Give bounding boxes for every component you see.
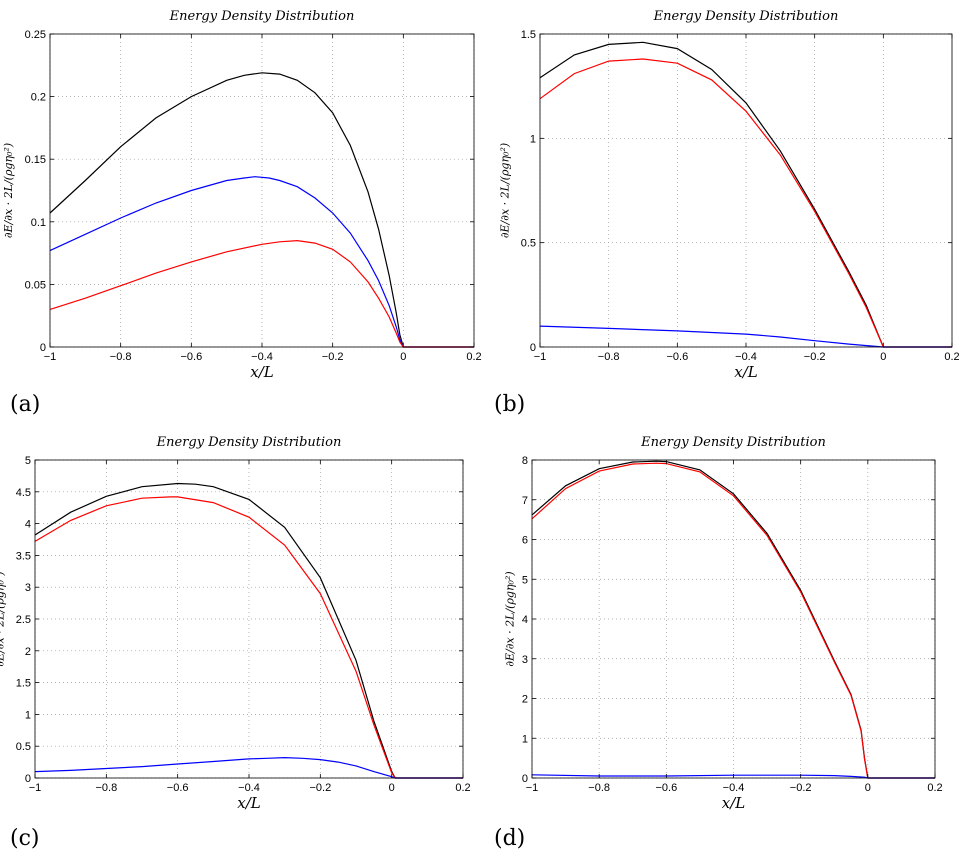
y-tick-label: 8 [522, 455, 528, 467]
x-tick-label: 0.2 [466, 351, 481, 363]
x-axis-label: x/L [722, 794, 746, 812]
panel-label-d: (d) [494, 826, 526, 851]
x-tick-label: −0.6 [167, 782, 189, 794]
y-tick-label: 0 [25, 773, 31, 785]
y-tick-label: 2.5 [16, 614, 31, 626]
x-tick-label: 0 [880, 351, 886, 363]
x-tick-label: −1 [526, 782, 539, 794]
x-tick-label: 0.2 [927, 782, 942, 794]
y-tick-label: 3 [25, 582, 31, 594]
chart-panel-c: −1 −0.8 −0.6 −0.4 −0.2 0 0.2 0 0.5 1 1.5 2 2.5 3 3.5 4 4… [0, 430, 480, 820]
x-axis-label: x/L [734, 363, 758, 381]
chart-title: Energy Density Distribution [640, 435, 826, 450]
y-tick-label: 4.5 [16, 487, 31, 499]
x-tick-label: −0.4 [723, 782, 745, 794]
x-tick-label: −0.6 [666, 351, 688, 363]
series-line-red [539, 58, 952, 348]
x-tick-label: −1 [534, 351, 547, 363]
y-tick-label: 2 [522, 694, 528, 706]
panel-label-b: (b) [494, 392, 526, 417]
x-tick-label: −1 [29, 782, 42, 794]
series-line-red [531, 462, 935, 779]
chart-panel-d: −1 −0.8 −0.6 −0.4 −0.2 0 0.2 0 1 2 3 4 5 6 7 8 Energy De… [482, 430, 959, 820]
y-tick-label: 1 [530, 133, 536, 145]
x-tick-label: −0.4 [238, 782, 260, 794]
x-tick-label: −0.4 [735, 351, 757, 363]
y-tick-label: 0 [40, 342, 46, 354]
y-tick-label: 0.5 [16, 741, 31, 753]
y-tick-label: 5 [25, 455, 31, 467]
chart-svg-b: −1 −0.8 −0.6 −0.4 −0.2 0 0.2 0 0.5 1 1.5 Energy Den… [499, 9, 959, 381]
x-tick-label: −0.2 [309, 782, 331, 794]
x-tick-label: 0 [865, 782, 871, 794]
y-tick-label: 5 [522, 574, 528, 586]
y-tick-label: 3.5 [16, 550, 31, 562]
chart-title: Energy Density Distribution [169, 9, 355, 24]
y-axis-label: ∂E/∂x · 2L/(ρgη₀²) [0, 571, 7, 666]
y-tick-label: 1 [25, 709, 31, 721]
x-axis-label: x/L [250, 363, 274, 381]
series-line-blue [49, 176, 474, 348]
x-tick-label: −0.8 [110, 351, 132, 363]
y-axis-label: ∂E/∂x · 2L/(ρgη₀²) [504, 571, 517, 666]
series-line-black [49, 72, 474, 348]
panel-label-c: (c) [10, 826, 40, 851]
y-tick-label: 1.5 [16, 678, 31, 690]
x-tick-label: −0.2 [790, 782, 812, 794]
chart-svg-a: −1 −0.8 −0.6 −0.4 −0.2 0 0.2 0 0.05 0.1 0.15 0.2 0.2… [2, 9, 482, 381]
y-tick-label: 3 [522, 654, 528, 666]
x-tick-label: −0.6 [655, 782, 677, 794]
x-tick-label: −0.8 [588, 782, 610, 794]
x-tick-label: −0.2 [804, 351, 826, 363]
y-tick-label: 0.05 [25, 279, 46, 291]
y-tick-label: 6 [522, 535, 528, 547]
x-tick-label: −0.4 [251, 351, 273, 363]
x-tick-label: 0 [400, 351, 406, 363]
y-tick-label: 4 [522, 614, 528, 626]
y-tick-label: 0.25 [25, 29, 46, 41]
y-tick-label: 2 [25, 646, 31, 658]
y-tick-label: 7 [522, 495, 528, 507]
series-line-red [49, 239, 474, 348]
y-axis-label: ∂E/∂x · 2L/(ρgη₀²) [499, 143, 512, 238]
y-tick-label: 0.5 [521, 238, 536, 250]
series-line-blue [34, 756, 463, 779]
series-line-black [34, 482, 463, 779]
chart-panel-b: −1 −0.8 −0.6 −0.4 −0.2 0 0.2 0 0.5 1 1.5 Energy Den… [482, 0, 959, 390]
y-tick-label: 0.1 [31, 217, 46, 229]
x-tick-label: 0 [389, 782, 395, 794]
x-tick-label: −0.6 [180, 351, 202, 363]
y-tick-label: 4 [25, 519, 31, 531]
y-axis-label: ∂E/∂x · 2L/(ρgη₀²) [2, 143, 15, 238]
x-tick-label: 0.2 [944, 351, 959, 363]
chart-svg-c: −1 −0.8 −0.6 −0.4 −0.2 0 0.2 0 0.5 1 1.5 2 2.5 3 3.5 4 4… [0, 435, 471, 812]
chart-title: Energy Density Distribution [653, 9, 839, 24]
chart-panel-a: −1 −0.8 −0.6 −0.4 −0.2 0 0.2 0 0.05 0.1 0.15 0.2 0.2… [0, 0, 482, 390]
y-tick-label: 0.15 [25, 154, 46, 166]
x-tick-label: −0.8 [95, 782, 117, 794]
chart-svg-d: −1 −0.8 −0.6 −0.4 −0.2 0 0.2 0 1 2 3 4 5 6 7 8 Energy De… [504, 435, 943, 812]
y-tick-label: 0.2 [31, 92, 46, 104]
x-tick-label: −1 [44, 351, 57, 363]
x-tick-label: 0.2 [455, 782, 470, 794]
y-tick-label: 0 [522, 773, 528, 785]
panel-label-a: (a) [10, 392, 41, 417]
x-axis-label: x/L [237, 794, 261, 812]
x-tick-label: −0.2 [322, 351, 344, 363]
y-tick-label: 1 [522, 733, 528, 745]
y-tick-label: 0 [530, 342, 536, 354]
series-line-red [34, 496, 463, 779]
chart-title: Energy Density Distribution [156, 435, 342, 450]
y-tick-label: 1.5 [521, 29, 536, 41]
x-tick-label: −0.8 [598, 351, 620, 363]
